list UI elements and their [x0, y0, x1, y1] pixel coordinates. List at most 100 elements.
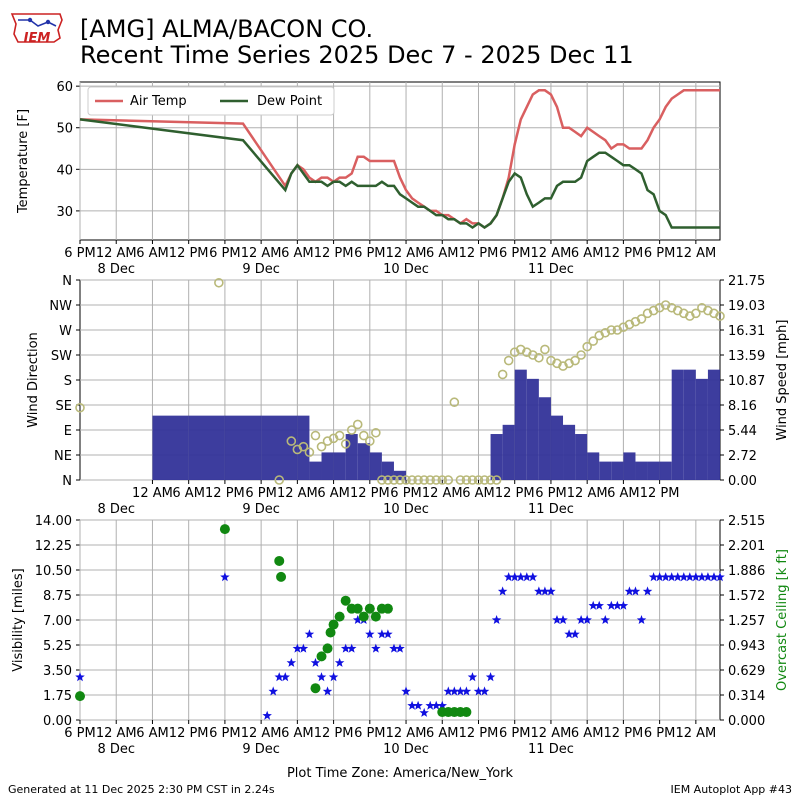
x-tick-label: 12 PM [169, 246, 209, 261]
wind-speed-bar [188, 415, 225, 480]
wind-direction-point [352, 419, 363, 430]
visibility-point [630, 586, 641, 596]
wind-speed-bar [599, 461, 612, 480]
visibility-point [310, 657, 321, 667]
wind-direction-point [467, 475, 478, 485]
x-tick-label: 12 AM [531, 726, 572, 741]
logo-text: IEM [24, 31, 51, 46]
x-tick-label: 12 PM [604, 246, 644, 261]
x-tick-label: 6 PM [354, 726, 385, 741]
wind-direction-point [485, 475, 496, 485]
wind-speed-bar [695, 378, 708, 480]
ceiling-tick-label: 1.257 [728, 614, 765, 629]
wind-speed-bar [152, 415, 189, 480]
visibility-point [383, 629, 393, 639]
wind-speed-axis-label: Wind Speed [mph] [775, 320, 790, 441]
visibility-tick-label: 3.50 [43, 664, 72, 679]
x-tick-label: 12 PM [640, 486, 680, 501]
x-tick-label: 12 AM [567, 486, 608, 501]
temperature-axis-label: Temperature [F] [16, 109, 31, 214]
visibility-point [220, 572, 230, 582]
visibility-point [691, 572, 701, 582]
visibility-point [660, 572, 671, 582]
wind-direction-axis-label: Wind Direction [26, 332, 41, 428]
visibility-point [558, 615, 568, 624]
iem-logo: IEM [8, 8, 66, 52]
visibility-point [292, 643, 303, 653]
visibility-point [516, 572, 526, 582]
visibility-point [636, 615, 647, 624]
x-day-label: 10 Dec [383, 262, 429, 277]
y-tick-label: 50 [56, 122, 73, 137]
visibility-point [304, 629, 315, 639]
x-tick-label: 6 AM [462, 486, 495, 501]
visibility-point [491, 615, 502, 624]
wind-speed-bar [707, 369, 720, 480]
wind-direction-point [582, 341, 592, 352]
speed-tick-label: 0.00 [728, 474, 757, 489]
wind-speed-bar [683, 369, 696, 480]
ceiling-tick-label: 2.515 [728, 514, 765, 529]
x-day-label: 11 Dec [528, 742, 574, 757]
speed-tick-label: 2.72 [728, 449, 757, 464]
x-tick-label: 12 PM [350, 486, 390, 501]
speed-tick-label: 21.75 [728, 274, 765, 289]
ceiling-point [322, 643, 333, 654]
wind-direction-point [461, 475, 472, 485]
x-tick-label: 12 PM [459, 246, 499, 261]
y-tick-label: 60 [56, 80, 73, 95]
speed-tick-label: 10.87 [728, 374, 765, 389]
speed-tick-label: 5.44 [728, 424, 757, 439]
visibility-point [473, 686, 484, 696]
visibility-point [582, 615, 592, 624]
x-tick-label: 6 AM [172, 486, 205, 501]
visibility-point [455, 686, 466, 696]
wind-direction-point [540, 344, 550, 355]
speed-tick-label: 8.16 [728, 399, 757, 414]
visibility-point [642, 586, 653, 596]
visibility-point [479, 686, 490, 696]
visibility-point [334, 657, 345, 667]
speed-tick-label: 16.31 [728, 324, 765, 339]
visibility-point [262, 710, 272, 720]
visibility-point [419, 707, 429, 717]
visibility-point [715, 572, 725, 582]
wind-direction-point [503, 355, 514, 366]
visibility-point [431, 700, 441, 710]
wind-speed-bar [671, 369, 684, 480]
visibility-point [703, 572, 713, 582]
visibility-point [322, 686, 333, 696]
x-tick-label: 6 AM [136, 246, 169, 261]
direction-tick-label: W [59, 324, 72, 339]
visibility-tick-label: 5.25 [43, 639, 72, 654]
wind-direction-point [479, 475, 490, 485]
wind-direction-point [497, 369, 508, 380]
x-tick-label: 12 PM [604, 726, 644, 741]
ceiling-point [310, 683, 321, 694]
legend-dew-point-label: Dew Point [257, 94, 322, 109]
dew-point-line [79, 118, 720, 230]
x-tick-label: 12 AM [386, 246, 427, 261]
wind-speed-bar [611, 461, 624, 480]
wind-speed-bar [563, 424, 576, 480]
wind-direction-point [588, 336, 599, 346]
x-day-label: 11 Dec [528, 262, 574, 277]
visibility-point [697, 572, 707, 582]
wind-speed-bar [502, 424, 515, 480]
wind-direction-point [419, 475, 429, 485]
x-tick-label: 12 AM [241, 726, 282, 741]
x-tick-label: 6 PM [64, 726, 95, 741]
x-tick-label: 6 PM [64, 246, 95, 261]
title-station: [AMG] ALMA/BACON CO. [80, 15, 374, 43]
chart-title: [AMG] ALMA/BACON CO. Recent Time Series … [80, 16, 634, 68]
x-axis-title: Plot Time Zone: America/New_York [287, 766, 514, 780]
x-tick-label: 12 AM [386, 726, 427, 741]
wind-speed-bar [357, 443, 370, 480]
x-tick-label: 12 AM [422, 486, 463, 501]
ceiling-tick-label: 2.201 [728, 539, 765, 554]
x-tick-label: 12 PM [495, 486, 535, 501]
direction-tick-label: NE [54, 449, 72, 464]
visibility-tick-label: 8.75 [43, 589, 72, 604]
wind-direction-point [383, 475, 393, 485]
x-tick-label: 6 PM [209, 246, 240, 261]
